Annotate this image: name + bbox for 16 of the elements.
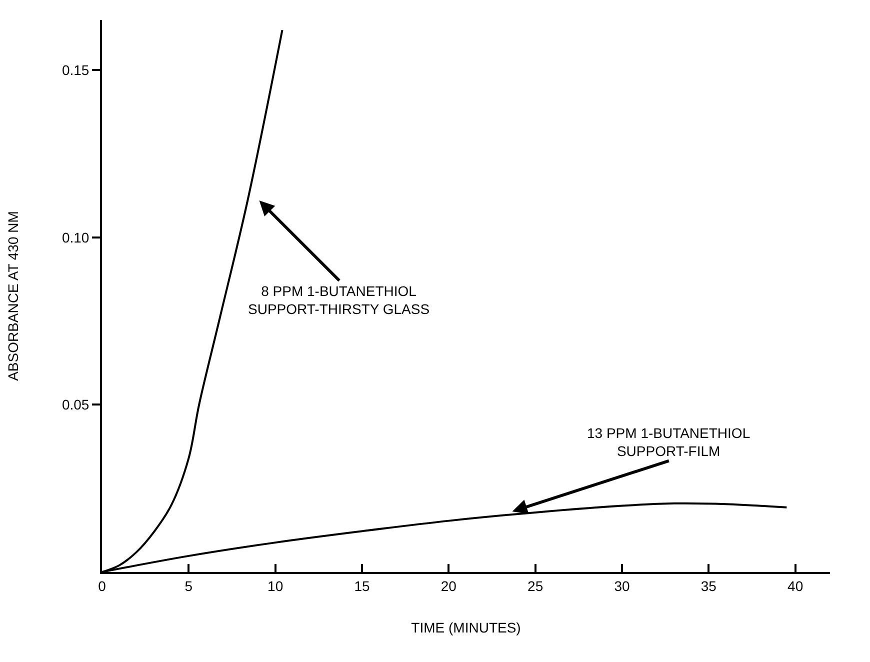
y-tick-label: 0.15 [62,62,90,78]
x-tick-label: 5 [184,578,193,594]
x-tick-label: 10 [268,578,284,594]
x-tick-label: 20 [440,578,457,594]
x-tick-label: 25 [528,578,544,594]
annotation: 13 PPM 1-BUTANETHIOL SUPPORT-FILM [587,425,750,460]
x-tick-label: 30 [614,578,630,594]
x-tick-label: 15 [354,578,370,594]
y-tick-label: 0.10 [62,229,90,246]
y-axis-title: ABSORBANCE AT 430 NM [5,211,22,381]
x-axis-title: TIME (MINUTES) [411,620,521,636]
x-tick-label: 40 [788,578,804,594]
x-tick-label: 0 [98,578,106,594]
y-tick-label: 0.05 [62,396,90,413]
x-tick-label: 35 [700,578,717,594]
annotation: 8 PPM 1-BUTANETHIOL SUPPORT-THIRSTY GLASS [248,283,430,318]
